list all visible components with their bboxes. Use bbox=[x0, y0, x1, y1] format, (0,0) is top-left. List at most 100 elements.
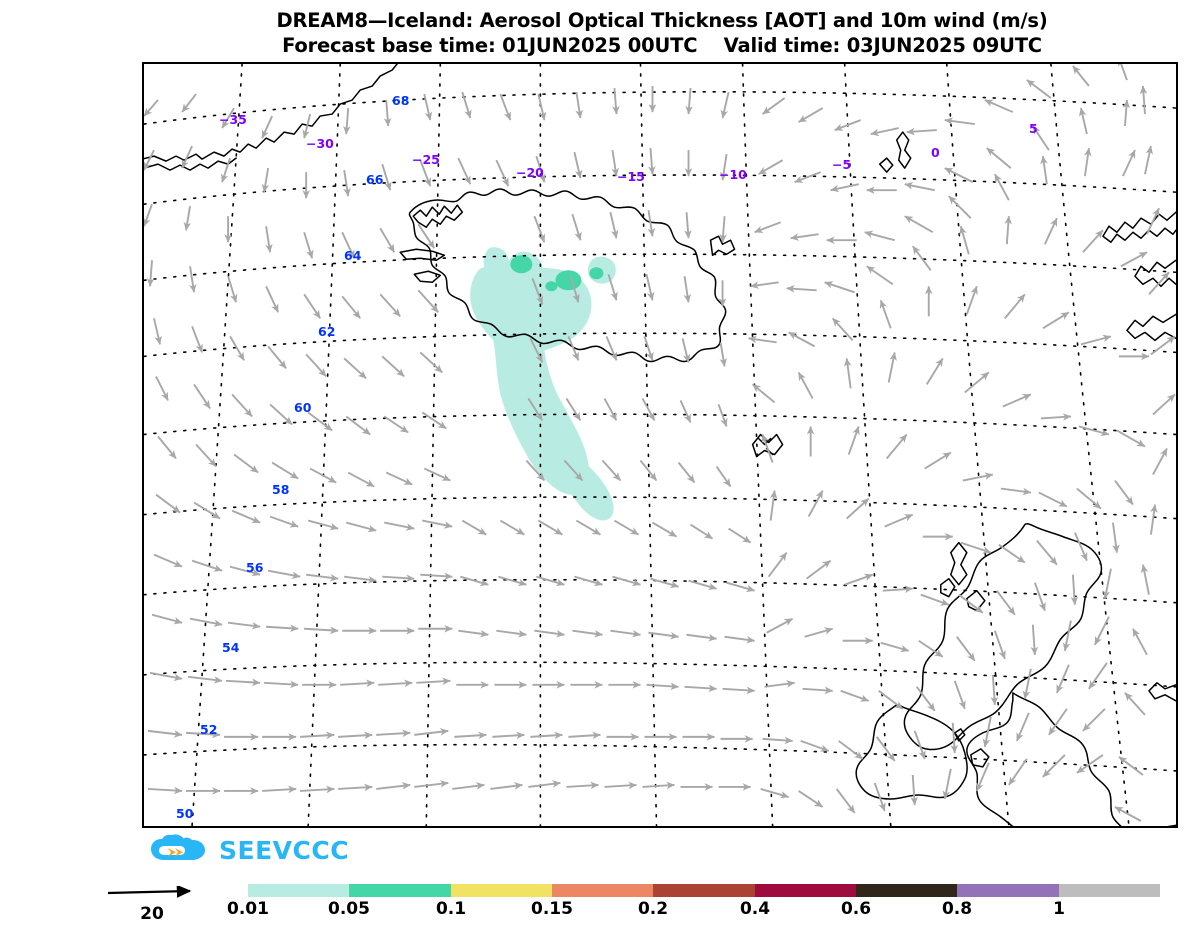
coastline-orkney bbox=[878, 157, 894, 173]
lon-label-0: −35 bbox=[219, 112, 247, 127]
lon-label-5: −10 bbox=[719, 167, 747, 182]
meridian-0 bbox=[945, 64, 1010, 826]
wind-row-sw-3 bbox=[151, 613, 453, 635]
parallel-62 bbox=[144, 332, 1176, 358]
lon-label-8: 5 bbox=[1029, 121, 1038, 136]
coastline-wales bbox=[970, 748, 990, 768]
aot-contour-0p01-tail bbox=[560, 462, 614, 521]
parallel-66 bbox=[144, 174, 1176, 205]
parallel-64 bbox=[144, 253, 1176, 282]
coastline-england bbox=[966, 692, 1122, 826]
lon-label-6: −5 bbox=[832, 157, 852, 172]
logo-text: SEEVCCC bbox=[219, 835, 350, 865]
map-canvas bbox=[144, 64, 1176, 826]
parallel-54 bbox=[144, 661, 1176, 688]
colorbar-segment-5 bbox=[754, 884, 856, 897]
coastline-greenland-detail bbox=[144, 157, 237, 171]
lat-label-8: 52 bbox=[200, 722, 218, 737]
colorbar-label-7: 0.8 bbox=[941, 899, 973, 919]
lon-label-1: −30 bbox=[306, 136, 334, 151]
aot-colorbar[interactable] bbox=[248, 884, 1160, 897]
wind-row-w-1 bbox=[146, 260, 439, 319]
parallel-60 bbox=[144, 413, 1176, 436]
forecast-map[interactable]: −35 −30 −25 −20 −15 −10 −5 0 5 68 66 64 … bbox=[142, 62, 1178, 828]
coastline-iceland-westfjords bbox=[412, 204, 464, 228]
wind-ne-cyclone-east bbox=[748, 215, 1150, 448]
wind-far-east bbox=[1114, 85, 1176, 822]
wind-row-nw-2 bbox=[144, 145, 510, 199]
wind-ne-cyclone-south bbox=[761, 426, 1134, 616]
wind-vector-field bbox=[144, 64, 1176, 822]
wind-row-w-2 bbox=[153, 318, 443, 380]
wind-ne-flow bbox=[754, 64, 1136, 245]
page-title: DREAM8—Iceland: Aerosol Optical Thicknes… bbox=[142, 8, 1182, 59]
coastline-denmark bbox=[1148, 682, 1176, 702]
meridian--35 bbox=[191, 64, 243, 826]
coastline-scotland bbox=[903, 523, 1103, 751]
lon-label-4: −15 bbox=[617, 169, 645, 184]
lat-label-6: 56 bbox=[246, 560, 264, 575]
colorbar-segment-3 bbox=[551, 884, 654, 897]
parallel-58 bbox=[144, 496, 1176, 520]
graticule bbox=[144, 64, 1176, 826]
aot-plume-layer-0p05 bbox=[510, 255, 604, 292]
coastline-norway-fjords bbox=[1126, 313, 1176, 342]
title-line-2: Forecast base time: 01JUN2025 00UTC Vali… bbox=[282, 34, 1042, 58]
coastline-shetland bbox=[895, 131, 912, 169]
meridian--30 bbox=[307, 64, 341, 826]
lat-label-2: 64 bbox=[344, 248, 362, 263]
parallel-68 bbox=[144, 90, 1176, 125]
colorbar-label-3: 0.15 bbox=[531, 899, 573, 919]
seevccc-logo[interactable]: SEEVCCC bbox=[150, 834, 349, 866]
colorbar-label-5: 0.4 bbox=[739, 899, 771, 919]
coastline-ireland bbox=[855, 704, 968, 800]
aot-contour-0p05-a bbox=[510, 255, 533, 274]
wind-row-s-1 bbox=[149, 671, 451, 689]
lat-label-5: 58 bbox=[272, 482, 290, 497]
colorbar-segment-7 bbox=[957, 884, 1059, 897]
lat-label-9: 50 bbox=[176, 806, 194, 821]
wind-central-north bbox=[533, 86, 730, 243]
wind-row-sw-1 bbox=[155, 493, 453, 533]
lon-label-2: −25 bbox=[412, 152, 440, 167]
aot-contour-0p05-c bbox=[545, 281, 558, 292]
lat-label-1: 66 bbox=[366, 172, 384, 187]
lat-label-4: 60 bbox=[294, 400, 312, 415]
lon-label-7: 0 bbox=[931, 145, 940, 160]
wind-central-mid bbox=[527, 273, 728, 427]
colorbar-segment-4 bbox=[653, 884, 755, 897]
lon-label-3: −20 bbox=[516, 165, 544, 180]
colorbar-label-0: 0.01 bbox=[227, 899, 269, 919]
aot-contour-0p01-north-lobe bbox=[483, 247, 510, 277]
colorbar-segment-8 bbox=[1058, 884, 1160, 897]
wind-central-south bbox=[452, 459, 755, 791]
wind-east-northward bbox=[760, 616, 1110, 814]
colorbar-label-8: 1 bbox=[1053, 899, 1065, 919]
coastline-isleofman bbox=[954, 728, 966, 742]
coastlines bbox=[144, 64, 1176, 826]
wind-row-nw bbox=[144, 91, 512, 139]
aot-contour-0p01 bbox=[470, 266, 592, 495]
colorbar-segment-6 bbox=[855, 884, 958, 897]
wind-row-w-4 bbox=[157, 435, 451, 488]
aot-contour-0p05-d bbox=[589, 267, 604, 280]
wind-scale-value: 20 bbox=[140, 904, 164, 924]
wind-row-sw-2 bbox=[153, 553, 453, 584]
lat-label-7: 54 bbox=[222, 640, 240, 655]
cloud-icon bbox=[151, 834, 205, 860]
wind-row-nw-3 bbox=[144, 203, 436, 259]
lat-label-3: 62 bbox=[318, 324, 336, 339]
coastline-greenland bbox=[144, 64, 399, 162]
lat-label-0: 68 bbox=[392, 93, 410, 108]
colorbar-label-1: 0.05 bbox=[328, 899, 370, 919]
coastline-norway bbox=[1102, 211, 1176, 243]
wind-scale-legend: 20 bbox=[106, 884, 210, 926]
colorbar-tick-labels: 0.01 0.05 0.1 0.15 0.2 0.4 0.6 0.8 1 bbox=[227, 899, 1160, 925]
meridian--25 bbox=[425, 64, 442, 826]
wind-scale-arrow-icon bbox=[107, 884, 192, 898]
parallel-56 bbox=[144, 578, 1176, 604]
coastline-iceland-snaefellsnes bbox=[399, 248, 446, 262]
wind-row-s-2 bbox=[147, 728, 449, 741]
colorbar-segment-1 bbox=[349, 884, 451, 897]
colorbar-label-6: 0.6 bbox=[840, 899, 872, 919]
